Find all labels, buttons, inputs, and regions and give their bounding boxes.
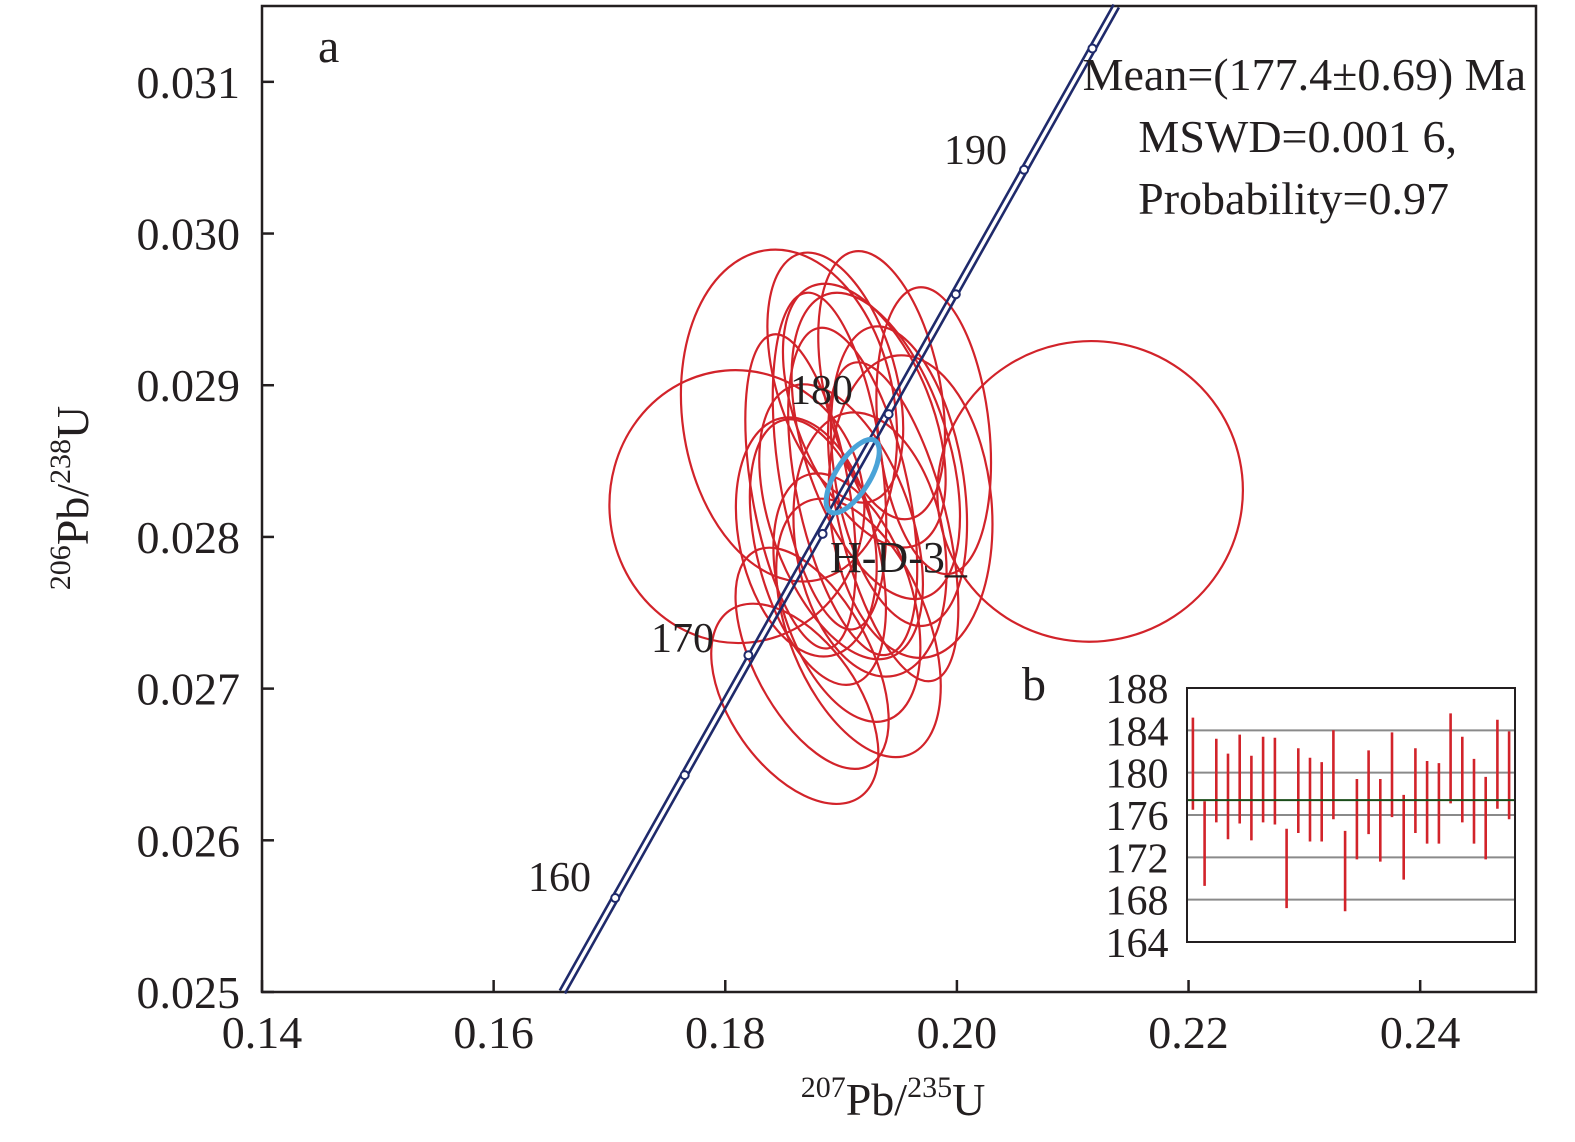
concordia-age-marker-1 [610,893,621,903]
x-axis-title-sup1: 207 [801,1071,846,1104]
sample-label: H-D-3_ [830,533,968,582]
y-axis-title-base1: Pb/ [47,484,98,546]
ellipse-layer [608,248,1244,806]
x-tick-label: 0.22 [1148,1007,1229,1058]
analysis-ellipse-20 [775,497,942,759]
analysis-ellipse-16 [744,333,857,650]
y-tick-label: 0.030 [137,209,241,260]
x-axis-title-base2: U [952,1074,985,1125]
analysis-ellipse-9 [829,325,969,628]
y-tick-label: 0.029 [137,360,241,411]
inset-y-tick-label: 172 [1106,836,1169,882]
analysis-ellipse-21 [734,416,878,658]
inset-y-tick-label: 176 [1106,794,1169,840]
inset-y-tick-label: 168 [1106,879,1169,925]
panel-label-a: a [318,20,339,73]
x-axis-ticks: 0.14 0.16 0.18 0.20 0.22 0.24 [222,980,1461,1058]
y-tick-label: 0.026 [137,815,241,866]
panel-label-b: b [1022,658,1046,711]
concordia-age-marker-4 [817,528,828,539]
x-tick-label: 0.18 [685,1007,766,1058]
x-tick-label: 0.20 [917,1007,998,1058]
stats-mswd: MSWD=0.001 6, [1138,111,1457,162]
concordia-curve-lower [558,3,1115,992]
analysis-ellipse-2 [679,248,899,583]
age-label-160: 160 [528,855,591,901]
y-axis-title-sup2: 238 [44,439,77,484]
y-axis-title-base2: U [47,406,98,439]
concordia-age-marker-6 [950,289,961,300]
stats-probability: Probability=0.97 [1138,173,1449,224]
y-tick-label: 0.031 [137,57,241,108]
x-tick-label: 0.16 [453,1007,534,1058]
y-axis-title: 206Pb/238U [44,406,98,591]
analysis-ellipse-3 [936,339,1244,643]
x-axis-title-sup2: 235 [907,1071,952,1104]
concordia-layer [558,3,1121,995]
x-tick-label: 0.24 [1380,1007,1461,1058]
concordia-age-marker-5 [883,409,894,420]
inset-y-tick-label: 180 [1106,752,1169,798]
concordia-age-marker-3 [743,650,754,661]
y-axis-title-sup1: 206 [44,545,77,590]
concordia-age-marker-7 [1019,164,1030,175]
analysis-ellipse-17 [792,411,948,678]
age-label-190: 190 [944,128,1007,174]
x-axis-title: 207Pb/235U [801,1071,986,1125]
age-label-170: 170 [651,616,714,662]
inset-frame [1186,687,1516,943]
concordia-age-marker-8 [1087,43,1098,54]
inset-y-tick-label: 188 [1106,667,1169,713]
inset-y-tick-label: 184 [1106,709,1169,755]
y-axis-ticks: 0.025 0.026 0.027 0.028 0.029 0.030 0.031 [137,57,274,1018]
concordia-curve-upper [563,6,1121,995]
plot-frame [260,4,1538,994]
inset-y-tick-label: 164 [1106,921,1169,967]
stats-mean: Mean=(177.4±0.69) Ma [1083,49,1526,100]
analysis-ellipse-22 [826,361,960,683]
inset-gridlines [1187,729,1515,901]
x-axis-title-base1: Pb/ [846,1074,908,1125]
analysis-ellipse-4 [710,602,880,806]
mean-age-ellipse [823,436,882,516]
age-label-180: 180 [790,368,853,414]
mean-ellipse-layer [823,436,882,516]
analysis-ellipse-10 [781,282,947,549]
analysis-ellipse-8 [748,418,888,686]
y-tick-label: 0.028 [137,512,241,563]
analysis-ellipse-19 [766,251,905,504]
x-tick-label: 0.14 [222,1007,303,1058]
analysis-ellipse-7 [758,383,925,661]
concordia-age-marker-2 [679,770,690,781]
y-tick-label: 0.025 [137,967,241,1018]
inset-error-bars [1191,713,1511,912]
analysis-ellipse-14 [772,472,922,723]
y-tick-label: 0.027 [137,664,241,715]
